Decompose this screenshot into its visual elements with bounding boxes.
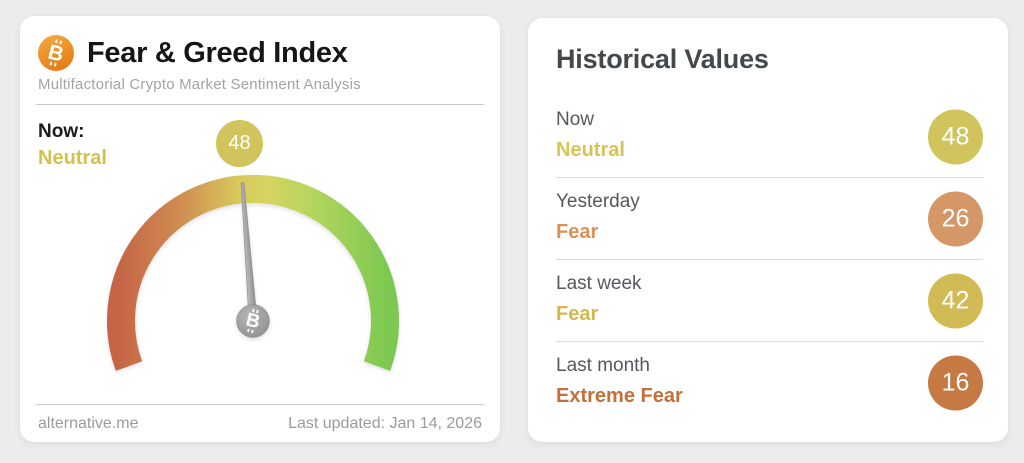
historical-values-card: Historical Values Now Neutral 48 Yesterd… xyxy=(528,18,1008,442)
history-classification: Neutral xyxy=(556,139,625,161)
history-value-badge: 16 xyxy=(928,355,983,410)
history-value-badge: 26 xyxy=(928,191,983,246)
history-period-label: Last week xyxy=(556,273,642,294)
history-classification: Extreme Fear xyxy=(556,385,683,407)
bitcoin-hub-icon: B xyxy=(244,308,262,334)
historical-values-title: Historical Values xyxy=(556,44,769,74)
gauge-needle xyxy=(240,182,258,324)
history-row-now: Now Neutral 48 xyxy=(556,96,983,177)
svg-text:B: B xyxy=(46,41,66,67)
history-period-label: Last month xyxy=(556,355,650,376)
history-row-last-month: Last month Extreme Fear 16 xyxy=(556,341,983,423)
fear-greed-gauge: B xyxy=(107,174,399,371)
bitcoin-icon: B xyxy=(38,35,74,71)
gauge-arc xyxy=(107,174,399,371)
history-classification: Fear xyxy=(556,221,599,243)
history-value-badge: 42 xyxy=(928,273,983,328)
history-classification: Fear xyxy=(556,303,599,325)
now-classification: Neutral xyxy=(38,146,107,169)
fear-greed-card: B Fear & Greed Index Multifactorial Cryp… xyxy=(20,16,500,442)
card-footer: alternative.me Last updated: Jan 14, 202… xyxy=(36,404,484,442)
source-link[interactable]: alternative.me xyxy=(38,414,139,432)
history-row-yesterday: Yesterday Fear 26 xyxy=(556,177,983,259)
gauge-area: Now: Neutral 48 xyxy=(20,105,500,407)
page-subtitle: Multifactorial Crypto Market Sentiment A… xyxy=(38,76,361,93)
now-label: Now: xyxy=(38,121,85,142)
gauge-value-badge: 48 xyxy=(216,120,263,167)
history-value-badge: 48 xyxy=(928,109,983,164)
svg-text:B: B xyxy=(244,310,262,334)
gauge-hub xyxy=(236,304,270,338)
last-updated-text: Last updated: Jan 14, 2026 xyxy=(288,414,482,432)
history-period-label: Yesterday xyxy=(556,191,640,212)
history-row-last-week: Last week Fear 42 xyxy=(556,259,983,341)
history-period-label: Now xyxy=(556,109,595,130)
page-title: Fear & Greed Index xyxy=(87,36,348,69)
fear-greed-header: B Fear & Greed Index Multifactorial Cryp… xyxy=(36,16,484,105)
